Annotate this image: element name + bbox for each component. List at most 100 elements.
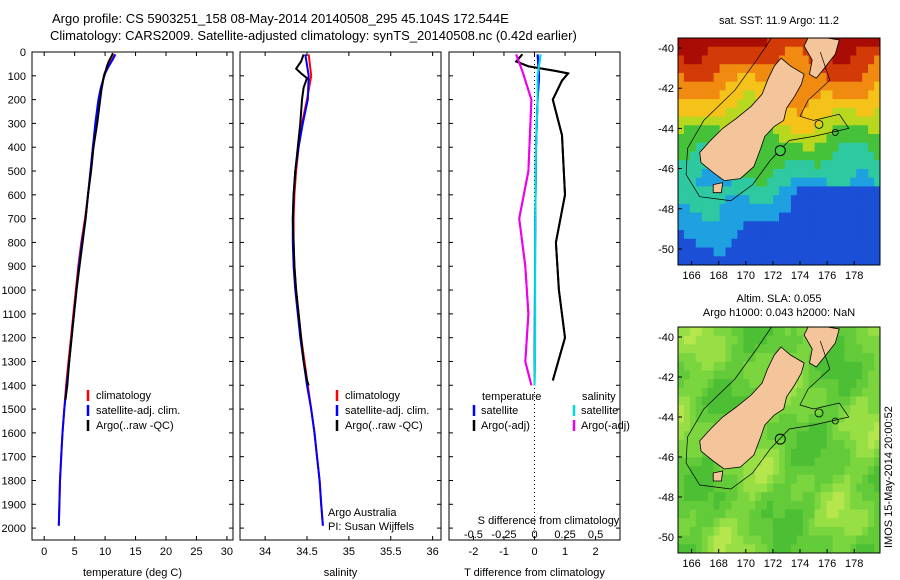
- field-cell: [796, 344, 804, 354]
- field-cell: [826, 186, 833, 196]
- field-cell: [719, 535, 727, 545]
- field-cell: [761, 230, 768, 240]
- field-cell: [820, 142, 828, 153]
- field-cell: [695, 221, 703, 231]
- field-cell: [767, 544, 774, 553]
- field-cell: [808, 526, 816, 537]
- field-cell: [844, 440, 851, 450]
- field-cell: [737, 500, 744, 511]
- y-tick-label: 1800: [2, 475, 26, 487]
- field-cell: [874, 72, 880, 83]
- field-cell: [796, 64, 804, 74]
- field-cell: [719, 238, 727, 249]
- field-cell: [868, 370, 875, 380]
- field-cell: [850, 221, 857, 231]
- field-cell: [749, 203, 756, 214]
- field-cell: [874, 256, 880, 265]
- legend-label: Argo(..raw -QC): [96, 420, 174, 432]
- field-cell: [844, 396, 851, 406]
- field-cell: [856, 238, 863, 249]
- field-cell: [678, 544, 685, 553]
- field-cell: [832, 134, 839, 144]
- field-cell: [701, 212, 709, 222]
- field-cell: [796, 440, 804, 450]
- field-cell: [737, 46, 744, 56]
- figure-title-line1: Argo profile: CS 5903251_158 08-May-2014…: [52, 11, 509, 26]
- field-cell: [868, 221, 875, 231]
- x-tick-label: -1: [499, 546, 509, 558]
- field-cell: [802, 492, 810, 502]
- field-cell: [838, 72, 845, 83]
- field-cell: [808, 134, 816, 144]
- field-cell: [755, 55, 762, 65]
- field-cell: [773, 169, 780, 179]
- field-cell: [808, 492, 816, 502]
- field-cell: [678, 387, 685, 398]
- field-cell: [749, 212, 756, 222]
- annotation-text: Argo Australia: [328, 507, 397, 519]
- field-cell: [713, 46, 721, 56]
- field-cell: [719, 353, 727, 363]
- field-cell: [790, 413, 798, 424]
- field-cell: [784, 38, 792, 48]
- field-cell: [814, 483, 822, 493]
- field-cell: [737, 212, 744, 222]
- x-tick-label: 10: [99, 546, 111, 558]
- field-cell: [761, 169, 768, 179]
- field-cell: [695, 448, 703, 458]
- field-cell: [767, 509, 774, 519]
- field-cell: [779, 247, 786, 257]
- field-cell: [767, 230, 774, 240]
- field-cell: [790, 335, 798, 345]
- map-title: sat. SST: 11.9 Argo: 11.2: [719, 15, 839, 27]
- field-cell: [868, 509, 875, 519]
- field-cell: [695, 526, 703, 537]
- field-cell: [737, 221, 744, 231]
- field-cell: [773, 177, 780, 187]
- field-cell: [808, 466, 816, 476]
- field-cell: [707, 526, 715, 537]
- field-cell: [678, 474, 685, 485]
- field-cell: [868, 212, 875, 222]
- field-cell: [689, 544, 697, 553]
- x-tick-label: 172: [764, 270, 782, 282]
- field-cell: [784, 544, 792, 553]
- field-cell: [814, 457, 822, 467]
- field-cell: [713, 526, 721, 537]
- field-cell: [832, 500, 839, 511]
- sla-map-field: [678, 327, 880, 553]
- field-cell: [808, 387, 816, 398]
- field-cell: [678, 327, 685, 337]
- field-cell: [678, 186, 685, 196]
- field-cell: [779, 195, 786, 205]
- field-cell: [683, 526, 691, 537]
- x-tick-label: 168: [709, 558, 727, 570]
- legend-label: satellite-adj. clim.: [96, 405, 180, 417]
- field-cell: [683, 116, 691, 126]
- field-cell: [737, 90, 744, 100]
- x-tick-label: 176: [818, 558, 836, 570]
- field-cell: [826, 526, 833, 537]
- field-cell: [779, 500, 786, 511]
- field-cell: [838, 370, 845, 380]
- field-cell: [856, 474, 863, 485]
- field-cell: [790, 544, 798, 553]
- field-cell: [874, 212, 880, 222]
- field-cell: [689, 483, 697, 493]
- y-tick-label: 600: [8, 190, 26, 202]
- x-tick-label: -2: [469, 546, 479, 558]
- field-cell: [814, 509, 822, 519]
- field-cell: [844, 81, 851, 91]
- field-cell: [695, 55, 703, 65]
- field-cell: [779, 160, 786, 170]
- field-cell: [689, 169, 697, 179]
- field-cell: [850, 509, 857, 519]
- field-cell: [838, 466, 845, 476]
- field-cell: [796, 327, 804, 337]
- field-cell: [749, 247, 756, 257]
- field-cell: [862, 474, 869, 485]
- field-cell: [826, 405, 833, 415]
- field-cell: [678, 46, 685, 56]
- field-cell: [796, 492, 804, 502]
- field-cell: [874, 186, 880, 196]
